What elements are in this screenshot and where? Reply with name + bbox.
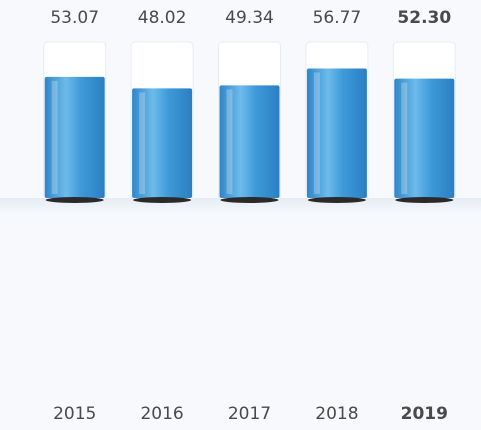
- x-tick-label: 2019: [401, 404, 448, 424]
- bar-shine: [401, 83, 407, 194]
- value-label: 48.02: [138, 8, 187, 28]
- value-label: 52.30: [397, 8, 451, 28]
- jar-base: [46, 197, 104, 203]
- value-label: 49.34: [225, 8, 274, 28]
- value-label: 53.07: [50, 8, 99, 28]
- bar-shine: [139, 92, 145, 194]
- x-tick-label: 2015: [53, 404, 96, 424]
- chart: 53.07 2015 48.02 2016 49.34 2017 56.77 2018 52.3…: [0, 0, 481, 430]
- bar-shine: [314, 72, 320, 194]
- jar-base: [221, 197, 279, 203]
- x-tick-label: 2016: [140, 404, 183, 424]
- jar-base: [395, 197, 453, 203]
- value-label: 56.77: [313, 8, 362, 28]
- jar-base: [308, 197, 366, 203]
- bar-shine: [52, 81, 58, 194]
- x-tick-label: 2018: [315, 404, 358, 424]
- x-tick-label: 2017: [228, 404, 271, 424]
- bar-shine: [227, 89, 233, 194]
- jar-base: [133, 197, 191, 203]
